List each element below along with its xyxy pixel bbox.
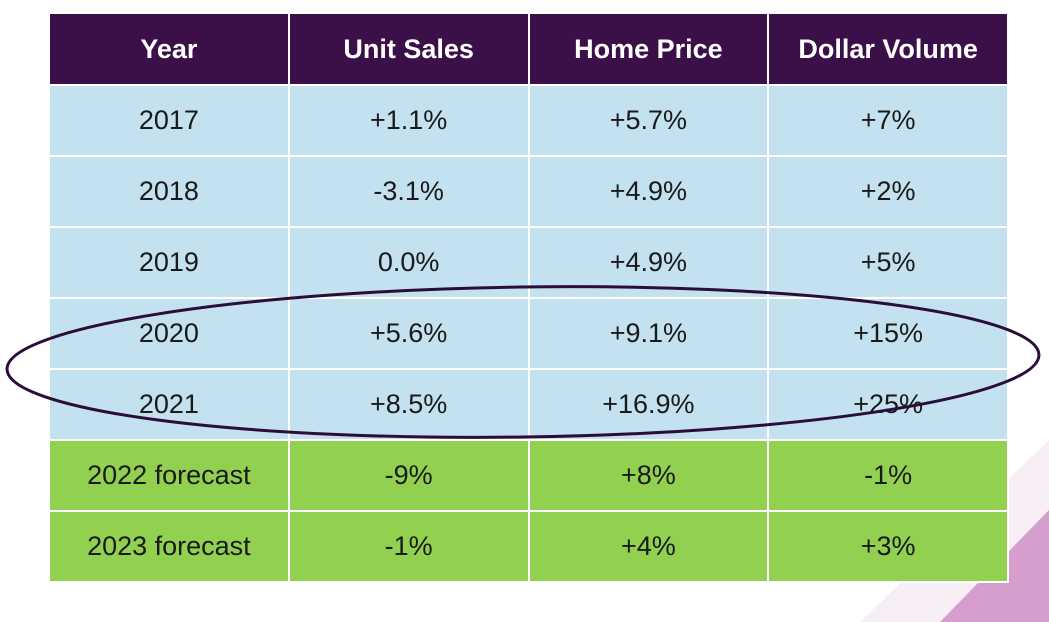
- header-year: Year: [48, 12, 290, 86]
- cell-unit-sales: +1.1%: [287, 84, 530, 157]
- table-row: 2017 +1.1% +5.7% +7%: [48, 84, 1009, 157]
- cell-home-price: +9.1%: [527, 297, 770, 370]
- cell-year: 2021: [48, 368, 290, 441]
- table-row: 2018 -3.1% +4.9% +2%: [48, 155, 1009, 228]
- cell-dollar-volume: +15%: [767, 297, 1009, 370]
- header-dollar-volume: Dollar Volume: [767, 12, 1009, 86]
- header-home-price: Home Price: [527, 12, 770, 86]
- header-row: Year Unit Sales Home Price Dollar Volume: [48, 12, 1009, 86]
- table-row: 2020 +5.6% +9.1% +15%: [48, 297, 1009, 370]
- cell-year: 2018: [48, 155, 290, 228]
- cell-year: 2023 forecast: [48, 510, 290, 583]
- cell-dollar-volume: +7%: [767, 84, 1009, 157]
- cell-dollar-volume: -1%: [767, 439, 1009, 512]
- cell-year: 2019: [48, 226, 290, 299]
- header-unit-sales: Unit Sales: [287, 12, 530, 86]
- cell-home-price: +4.9%: [527, 155, 770, 228]
- table-row-forecast: 2023 forecast -1% +4% +3%: [48, 510, 1009, 583]
- cell-dollar-volume: +2%: [767, 155, 1009, 228]
- cell-home-price: +4.9%: [527, 226, 770, 299]
- cell-home-price: +8%: [527, 439, 770, 512]
- cell-unit-sales: -9%: [287, 439, 530, 512]
- cell-unit-sales: -3.1%: [287, 155, 530, 228]
- cell-dollar-volume: +3%: [767, 510, 1009, 583]
- table-row: 2019 0.0% +4.9% +5%: [48, 226, 1009, 299]
- table-row: 2021 +8.5% +16.9% +25%: [48, 368, 1009, 441]
- cell-year: 2020: [48, 297, 290, 370]
- cell-year: 2022 forecast: [48, 439, 290, 512]
- cell-unit-sales: 0.0%: [287, 226, 530, 299]
- cell-home-price: +5.7%: [527, 84, 770, 157]
- cell-unit-sales: +5.6%: [287, 297, 530, 370]
- cell-home-price: +16.9%: [527, 368, 770, 441]
- cell-unit-sales: +8.5%: [287, 368, 530, 441]
- cell-unit-sales: -1%: [287, 510, 530, 583]
- cell-home-price: +4%: [527, 510, 770, 583]
- growth-table: Year Unit Sales Home Price Dollar Volume…: [48, 12, 1009, 583]
- cell-dollar-volume: +5%: [767, 226, 1009, 299]
- table-row-forecast: 2022 forecast -9% +8% -1%: [48, 439, 1009, 512]
- cell-dollar-volume: +25%: [767, 368, 1009, 441]
- cell-year: 2017: [48, 84, 290, 157]
